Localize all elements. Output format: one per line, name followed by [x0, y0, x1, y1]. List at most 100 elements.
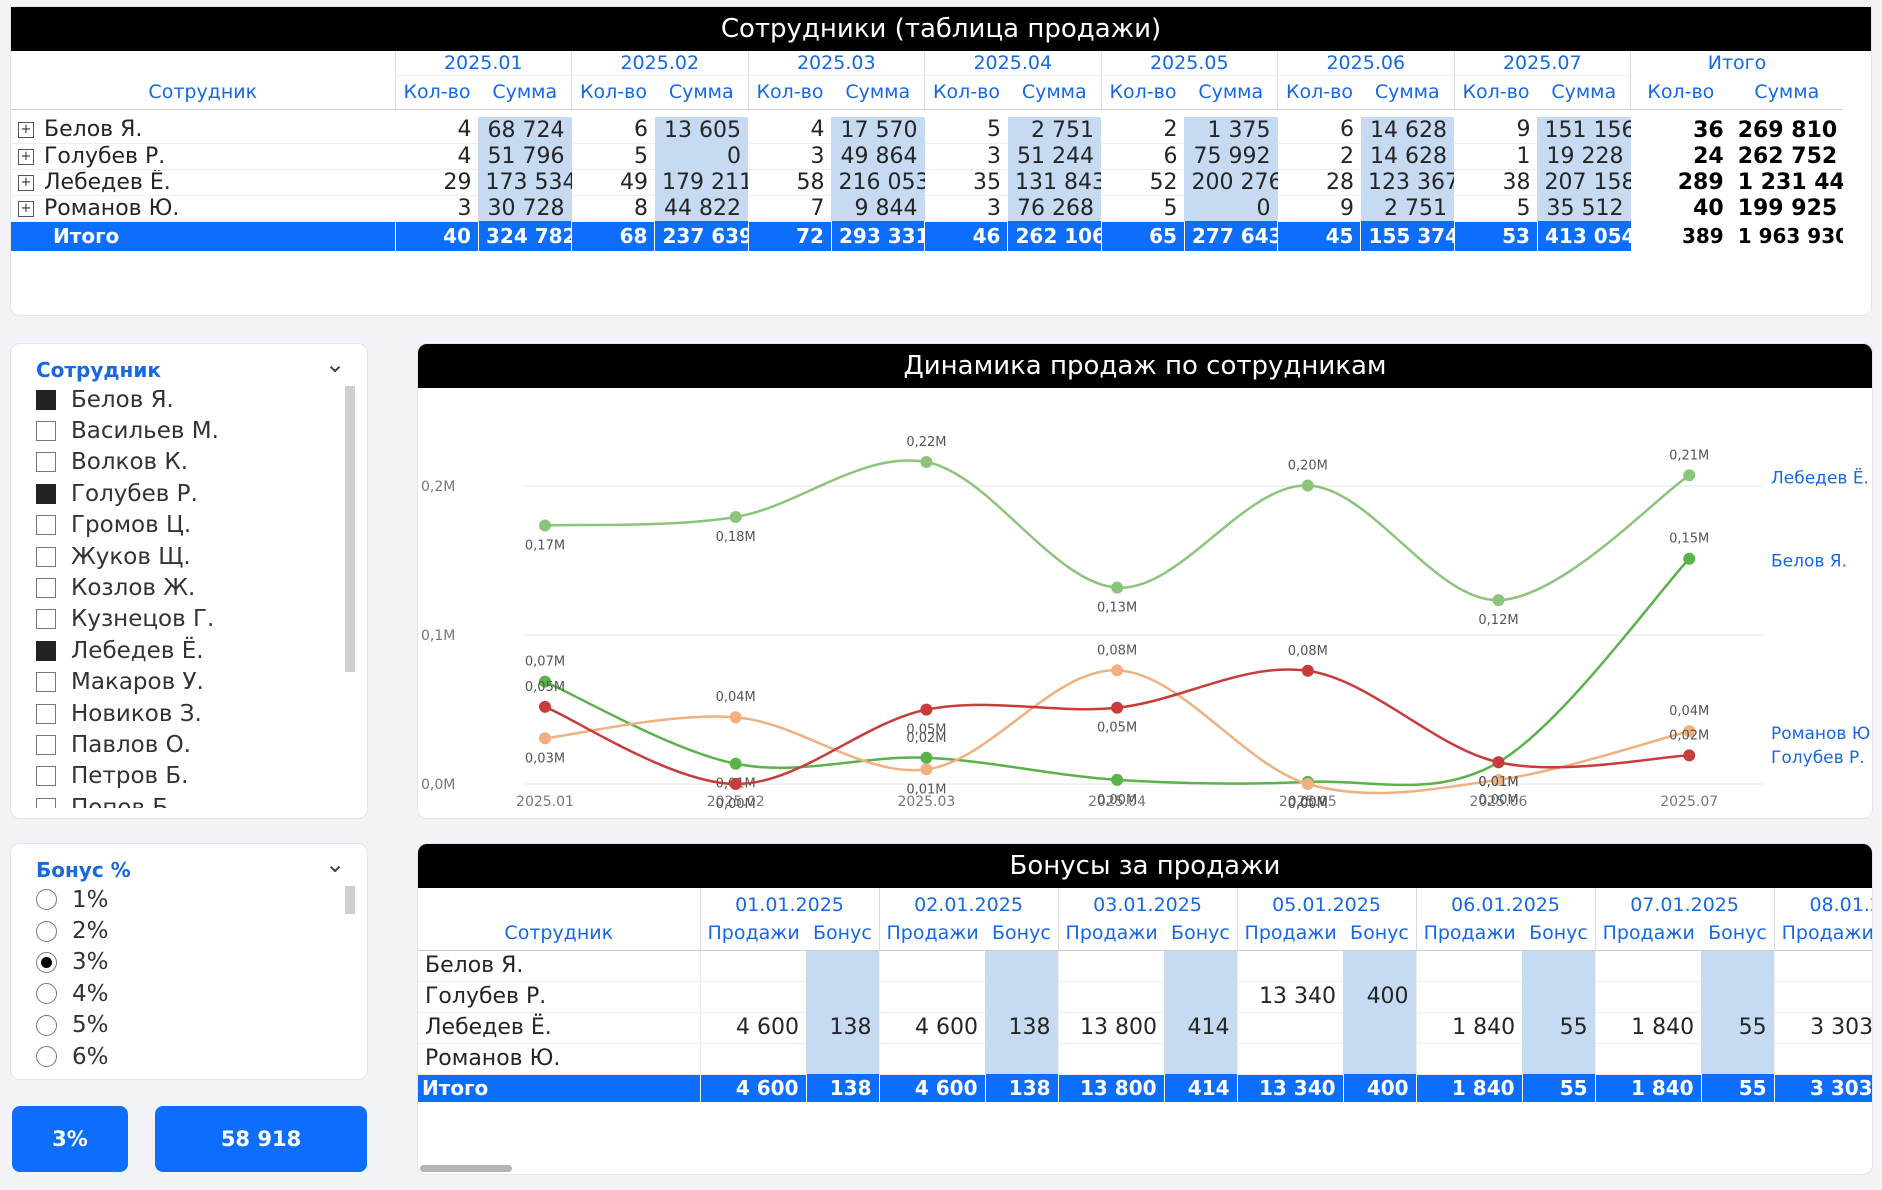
data-point[interactable] [729, 510, 742, 523]
checkbox[interactable] [36, 546, 56, 567]
data-point[interactable] [920, 751, 933, 764]
slicer-item[interactable]: Новиков З. [36, 698, 356, 729]
month-header-row: 2025.01 2025.02 2025.03 2025.04 2025.05 2025.… [11, 51, 1843, 76]
slicer-item[interactable]: 4% [36, 978, 336, 1009]
data-point[interactable] [539, 675, 551, 688]
qty-cell: 3 [924, 195, 1008, 222]
qty-cell: 3 [748, 143, 832, 170]
slicer-item[interactable]: 6% [36, 1041, 336, 1072]
data-point[interactable] [1683, 725, 1696, 738]
expand-icon[interactable]: + [18, 148, 34, 165]
radio-button[interactable] [36, 889, 57, 911]
checkbox[interactable] [36, 578, 56, 599]
y-tick-label: 0,0M [421, 777, 455, 793]
data-point[interactable] [1111, 701, 1124, 714]
checkbox[interactable] [36, 640, 56, 661]
radio-button[interactable] [36, 920, 57, 942]
employee-name: Романов Ю. [418, 1043, 700, 1075]
bonus-cell: 138 [806, 1012, 880, 1043]
checkbox[interactable] [36, 797, 56, 808]
total-sum-cell: 237 639 [654, 221, 749, 251]
data-point[interactable] [1492, 773, 1505, 786]
checkbox[interactable] [36, 734, 56, 755]
qty-cell: 35 [924, 169, 1008, 196]
checkbox[interactable] [36, 609, 56, 630]
expand-icon[interactable]: + [18, 200, 34, 217]
checkbox[interactable] [36, 389, 56, 410]
data-point[interactable] [1492, 594, 1505, 607]
slicer-item[interactable]: 2% [36, 915, 336, 946]
slicer-item[interactable]: Павлов О. [36, 729, 356, 760]
bonus-cell [1522, 950, 1596, 981]
data-point[interactable] [920, 763, 933, 776]
slicer-item[interactable]: Козлов Ж. [36, 572, 356, 603]
data-point[interactable] [539, 732, 551, 745]
qty-cell: 4 [395, 117, 479, 144]
sales-column-header: Продажи [1773, 916, 1872, 950]
date-header: 06.01.2025 [1415, 888, 1596, 916]
slicer-item[interactable]: Жуков Щ. [36, 541, 356, 572]
checkbox[interactable] [36, 672, 56, 693]
data-point[interactable] [1683, 749, 1696, 762]
checkbox[interactable] [36, 452, 56, 473]
data-point[interactable] [1111, 581, 1124, 594]
data-point[interactable] [729, 757, 742, 770]
data-point[interactable] [1111, 664, 1124, 677]
data-point[interactable] [729, 778, 742, 790]
data-point[interactable] [539, 519, 551, 532]
sum-cell: 0 [1184, 195, 1278, 221]
slicer-item[interactable]: Макаров У. [36, 667, 356, 698]
employee-name: Белов Я. [418, 950, 700, 982]
radio-button[interactable] [36, 1046, 57, 1068]
slicer-item[interactable]: Кузнецов Г. [36, 604, 356, 635]
data-point[interactable] [1301, 479, 1314, 492]
slicer-item[interactable]: Белов Я. [36, 384, 356, 415]
bonus-slicer-list[interactable]: 1% 2% 3% 4% 5% 6% [36, 884, 336, 1072]
chevron-down-icon[interactable]: ⌄ [325, 350, 346, 378]
slicer-item[interactable]: 5% [36, 1010, 336, 1041]
data-point[interactable] [1683, 469, 1696, 482]
total-bonus-cell: 55 [1521, 1074, 1596, 1102]
checkbox[interactable] [36, 703, 56, 724]
radio-button[interactable] [36, 1014, 57, 1036]
data-point[interactable] [920, 456, 933, 469]
data-point[interactable] [539, 700, 551, 713]
checkbox[interactable] [36, 483, 56, 504]
data-label: 0,00M [1288, 795, 1328, 810]
slicer-item[interactable]: 3% [36, 947, 336, 978]
slicer-item[interactable]: Петров Б. [36, 761, 356, 792]
sum-cell: 123 367 [1360, 169, 1455, 195]
data-point[interactable] [1683, 552, 1696, 565]
slicer-item[interactable]: Лебедев Ё. [36, 635, 356, 666]
employee-slicer-scrollbar[interactable] [345, 386, 355, 672]
checkbox[interactable] [36, 515, 56, 536]
checkbox[interactable] [36, 766, 56, 787]
data-point[interactable] [1301, 778, 1314, 790]
radio-button[interactable] [36, 951, 57, 973]
expand-icon[interactable]: + [18, 174, 34, 191]
data-point[interactable] [1301, 664, 1314, 677]
slicer-item[interactable]: Волков К. [36, 447, 356, 478]
checkbox[interactable] [36, 421, 56, 442]
qty-cell: 5 [924, 117, 1008, 144]
slicer-item[interactable]: Попов Б. [36, 792, 356, 808]
bonus-cell: 138 [985, 1012, 1059, 1043]
bonus-slicer-scrollbar[interactable] [345, 886, 355, 914]
data-point[interactable] [1492, 756, 1505, 769]
slicer-item[interactable]: Громов Ц. [36, 510, 356, 541]
x-tick-label: 2025.07 [1660, 794, 1718, 810]
radio-button[interactable] [36, 983, 57, 1005]
expand-icon[interactable]: + [18, 122, 34, 139]
data-point[interactable] [1111, 773, 1124, 786]
data-point[interactable] [920, 703, 933, 716]
chevron-down-icon[interactable]: ⌄ [325, 850, 346, 878]
slicer-item[interactable]: Голубев Р. [36, 478, 356, 509]
table-row: + Лебедев Ё. 29 173 534 49 179 211 58 216 053 35… [11, 169, 1843, 196]
data-point[interactable] [729, 711, 742, 724]
slicer-item[interactable]: 1% [36, 884, 336, 915]
horizontal-scrollbar[interactable] [420, 1165, 512, 1172]
employee-slicer-list[interactable]: Белов Я. Васильев М. Волков К. Голубев Р. Гр… [36, 384, 356, 808]
slicer-item[interactable]: Васильев М. [36, 415, 356, 446]
legend-label: Романов Ю. [1771, 724, 1872, 744]
month-header: 2025.07 [1453, 51, 1631, 76]
